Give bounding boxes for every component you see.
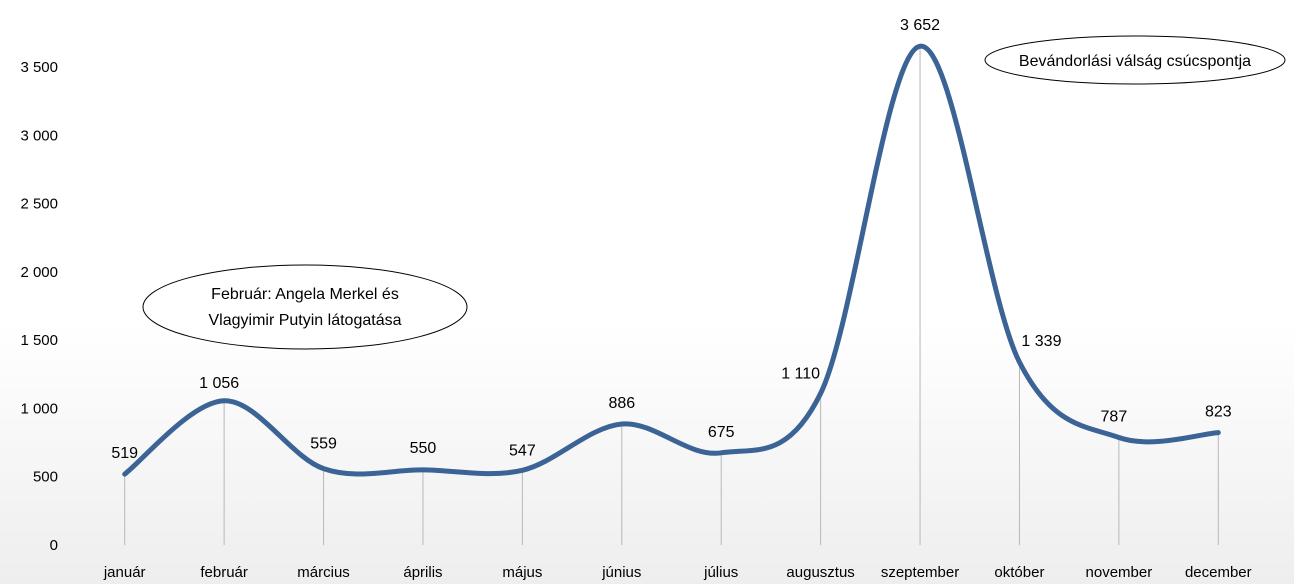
data-labels: 519 1 056 559 550 547 886 675 1 110 3 652 1 339 78…: [111, 17, 1231, 462]
data-point: [420, 467, 425, 472]
x-tick-label: november: [1086, 564, 1153, 581]
x-tick-label: március: [297, 564, 350, 581]
data-point: [818, 391, 823, 396]
data-point: [321, 466, 326, 471]
y-tick-label: 2 000: [20, 264, 58, 281]
x-tick-label: szeptember: [881, 564, 959, 581]
annotation-february-ellipse: [142, 264, 468, 350]
annotations: Február: Angela Merkel és Vlagyimir Puty…: [142, 35, 1286, 350]
x-tick-label: június: [601, 564, 641, 581]
data-label: 1 056: [199, 375, 239, 392]
annotation-february-line-2: Vlagyimir Putyin látogatása: [209, 312, 402, 329]
data-point: [918, 44, 923, 49]
y-tick-label: 1 500: [20, 332, 58, 349]
x-axis: január február március április május június jú…: [103, 564, 1252, 581]
y-axis: 0 500 1 000 1 500 2 000 2 500 3 000 3 500: [20, 59, 58, 554]
y-tick-label: 2 500: [20, 196, 58, 213]
annotation-september-ellipse: [984, 35, 1286, 85]
x-tick-label: augusztus: [786, 564, 854, 581]
annotation-february: Február: Angela Merkel és Vlagyimir Puty…: [142, 264, 468, 350]
y-tick-label: 500: [33, 469, 58, 486]
x-tick-label: október: [994, 564, 1044, 581]
x-tick-label: július: [703, 564, 738, 581]
data-point: [520, 468, 525, 473]
drop-lines: [124, 46, 1219, 545]
series-line-group: [122, 43, 1221, 477]
data-label: 550: [410, 440, 437, 457]
x-tick-label: május: [502, 564, 542, 581]
data-label: 823: [1205, 404, 1232, 421]
data-label: 547: [509, 442, 536, 459]
y-tick-label: 3 000: [20, 127, 58, 144]
data-label: 1 110: [781, 365, 820, 382]
data-point: [1216, 430, 1221, 435]
y-tick-label: 0: [50, 537, 58, 554]
x-tick-label: január: [103, 564, 146, 581]
x-tick-label: április: [403, 564, 442, 581]
data-point: [1017, 360, 1022, 365]
data-label: 787: [1101, 409, 1128, 426]
data-label: 886: [608, 395, 635, 412]
annotation-september-line-1: Bevándorlási válság csúcspontja: [1019, 53, 1251, 70]
series-line: [122, 43, 1221, 477]
y-tick-label: 3 500: [20, 59, 58, 76]
x-tick-label: december: [1185, 564, 1252, 581]
data-point: [719, 450, 724, 455]
data-point: [619, 421, 624, 426]
annotation-february-line-1: Február: Angela Merkel és: [211, 286, 399, 303]
y-tick-label: 1 000: [20, 400, 58, 417]
data-point: [222, 398, 227, 403]
data-point: [1116, 435, 1121, 440]
x-tick-label: február: [200, 564, 248, 581]
data-label: 675: [708, 424, 735, 441]
data-label: 559: [310, 436, 337, 453]
data-label: 3 652: [900, 17, 940, 34]
annotation-september: Bevándorlási válság csúcspontja: [984, 35, 1286, 85]
data-label: 1 339: [1021, 333, 1061, 350]
data-point: [122, 472, 127, 477]
data-label: 519: [111, 445, 138, 462]
